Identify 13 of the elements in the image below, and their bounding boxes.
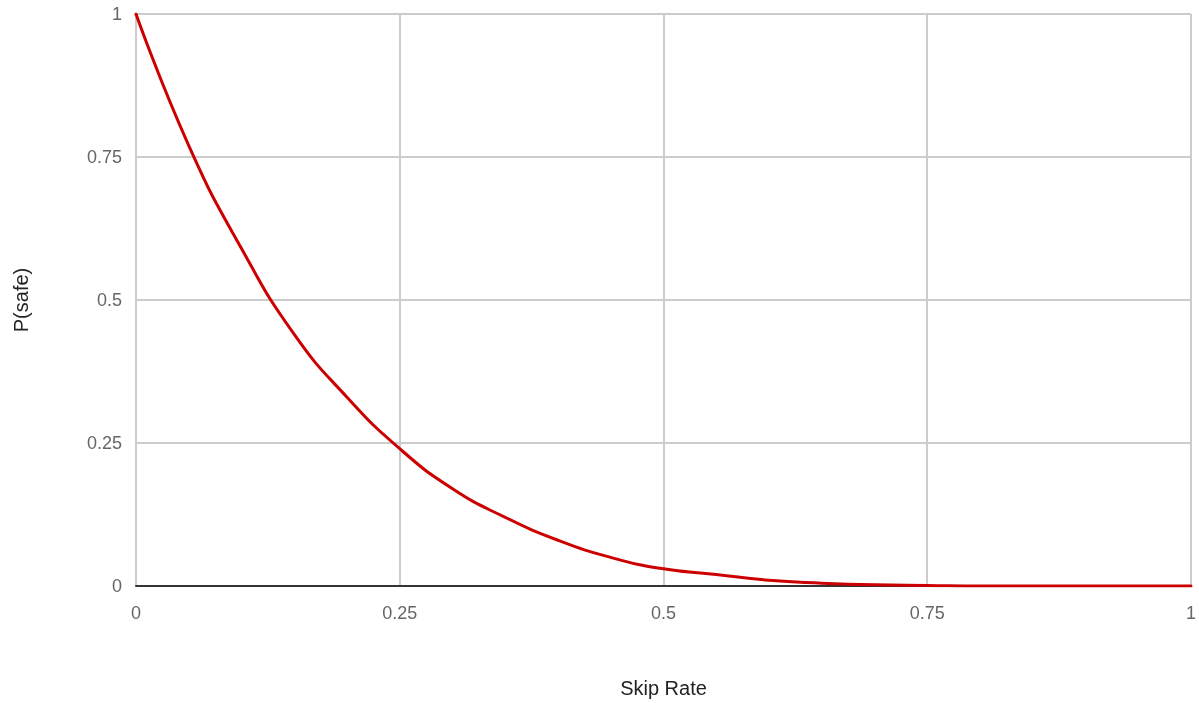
x-tick-label: 0.25 <box>382 603 418 623</box>
y-axis-title: P(safe) <box>10 267 32 333</box>
x-tick-label: 0.75 <box>909 603 945 623</box>
x-tick-label: 0 <box>130 603 142 623</box>
y-tick-label: 0.25 <box>86 433 122 453</box>
y-tick-label: 0 <box>111 576 122 596</box>
y-tick-label: 1 <box>111 4 122 24</box>
x-tick-label: 0.5 <box>650 603 677 623</box>
y-tick-label: 0.75 <box>86 147 122 167</box>
y-tick-label: 0.5 <box>96 290 122 310</box>
line-series <box>134 12 1193 588</box>
x-axis-title: Skip Rate <box>620 677 707 699</box>
x-tick-label: 1 <box>1185 603 1196 623</box>
